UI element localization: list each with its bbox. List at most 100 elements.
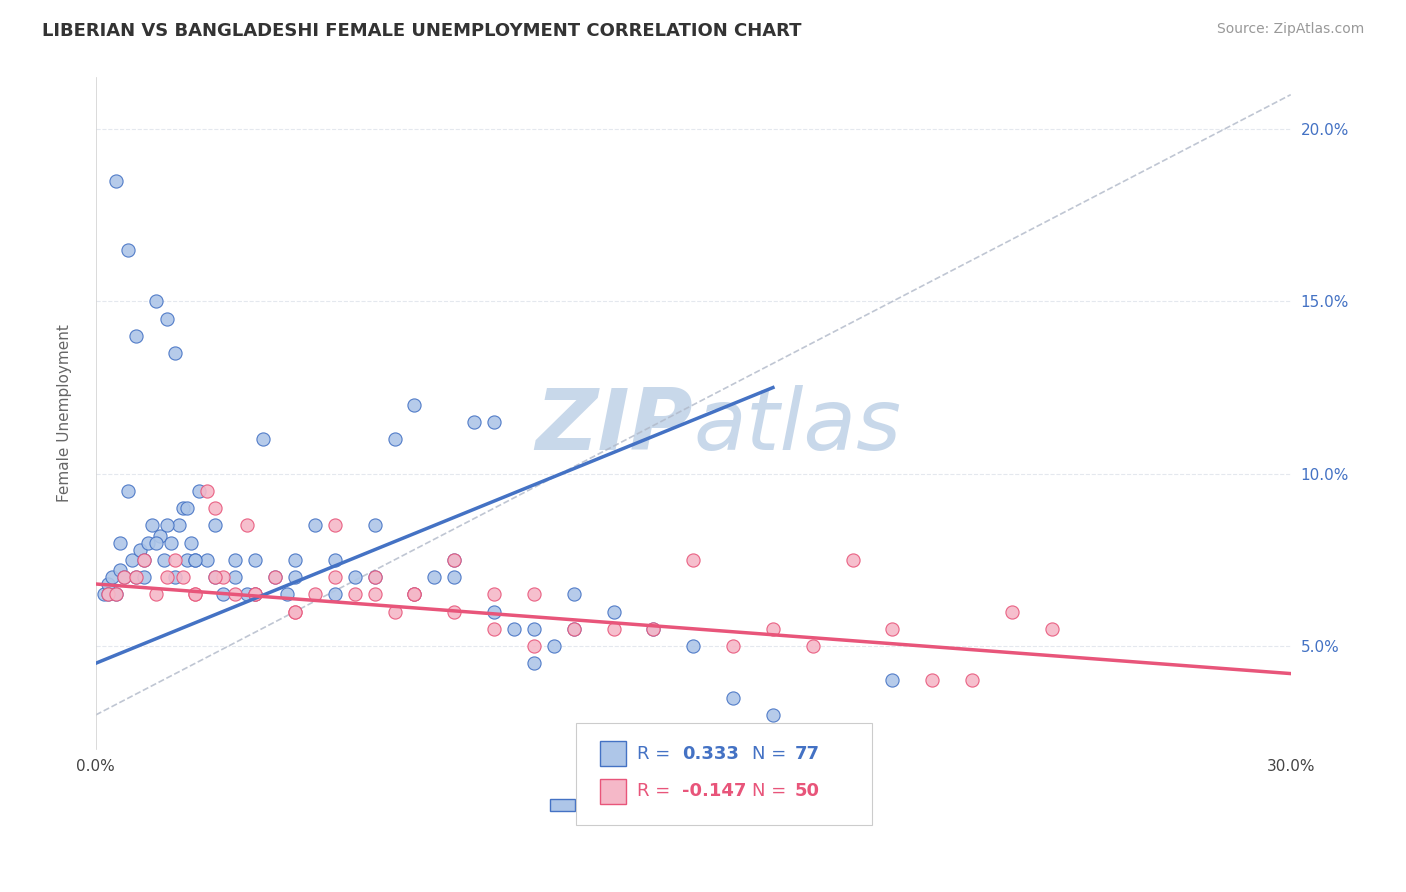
Point bbox=[482, 587, 505, 601]
Point bbox=[104, 587, 127, 601]
Point bbox=[224, 553, 246, 567]
Point bbox=[93, 587, 115, 601]
Point bbox=[224, 570, 246, 584]
Point bbox=[165, 553, 187, 567]
Point bbox=[363, 570, 385, 584]
Point bbox=[156, 518, 179, 533]
Text: ZIP: ZIP bbox=[536, 385, 693, 468]
Point bbox=[212, 570, 235, 584]
Point bbox=[236, 518, 259, 533]
Point bbox=[841, 553, 863, 567]
Point bbox=[384, 432, 406, 446]
Point bbox=[243, 553, 266, 567]
Text: LIBERIAN VS BANGLADESHI FEMALE UNEMPLOYMENT CORRELATION CHART: LIBERIAN VS BANGLADESHI FEMALE UNEMPLOYM… bbox=[42, 22, 801, 40]
Point bbox=[152, 553, 174, 567]
Text: R =: R = bbox=[637, 745, 676, 763]
Point bbox=[124, 329, 146, 343]
Legend: Liberians, Bangladeshis: Liberians, Bangladeshis bbox=[544, 790, 844, 822]
Text: 50: 50 bbox=[794, 782, 820, 800]
Text: R =: R = bbox=[637, 782, 676, 800]
Point bbox=[543, 639, 565, 653]
Point bbox=[960, 673, 983, 688]
Point bbox=[112, 570, 135, 584]
Point bbox=[323, 553, 346, 567]
Point bbox=[132, 570, 155, 584]
Point bbox=[195, 483, 218, 498]
Point bbox=[643, 622, 665, 636]
Point bbox=[921, 673, 943, 688]
Point bbox=[443, 553, 465, 567]
Point bbox=[443, 570, 465, 584]
Point bbox=[243, 587, 266, 601]
Point bbox=[404, 587, 426, 601]
Point bbox=[172, 570, 194, 584]
Point bbox=[682, 553, 704, 567]
Point bbox=[117, 483, 139, 498]
Point bbox=[184, 553, 207, 567]
Point bbox=[523, 657, 546, 671]
Y-axis label: Female Unemployment: Female Unemployment bbox=[58, 325, 72, 502]
Point bbox=[252, 432, 274, 446]
Point bbox=[184, 553, 207, 567]
Point bbox=[195, 553, 218, 567]
Point bbox=[801, 639, 824, 653]
Point bbox=[176, 553, 198, 567]
Point bbox=[136, 535, 159, 549]
Point bbox=[180, 535, 202, 549]
Text: Source: ZipAtlas.com: Source: ZipAtlas.com bbox=[1216, 22, 1364, 37]
Point bbox=[343, 570, 366, 584]
Point bbox=[423, 570, 446, 584]
Point bbox=[343, 587, 366, 601]
Point bbox=[97, 577, 120, 591]
Point bbox=[404, 587, 426, 601]
Point bbox=[762, 622, 785, 636]
Point bbox=[284, 570, 307, 584]
Point bbox=[482, 415, 505, 429]
Point bbox=[276, 587, 298, 601]
Point bbox=[404, 587, 426, 601]
Point bbox=[523, 639, 546, 653]
Point bbox=[188, 483, 211, 498]
Point bbox=[145, 535, 167, 549]
Point bbox=[169, 518, 191, 533]
Point bbox=[100, 570, 122, 584]
Point bbox=[384, 605, 406, 619]
Point bbox=[145, 587, 167, 601]
Point bbox=[363, 518, 385, 533]
Point bbox=[463, 415, 485, 429]
Point bbox=[882, 673, 904, 688]
Point bbox=[165, 346, 187, 360]
Point bbox=[172, 501, 194, 516]
Point bbox=[482, 622, 505, 636]
Point bbox=[721, 639, 744, 653]
Point bbox=[1001, 605, 1024, 619]
Point bbox=[304, 587, 326, 601]
Point bbox=[108, 535, 131, 549]
Point bbox=[104, 587, 127, 601]
Point bbox=[363, 587, 385, 601]
Point bbox=[682, 639, 704, 653]
Point bbox=[523, 622, 546, 636]
Point bbox=[482, 605, 505, 619]
Point bbox=[284, 553, 307, 567]
Point bbox=[124, 570, 146, 584]
Point bbox=[145, 294, 167, 309]
Point bbox=[562, 622, 585, 636]
Point bbox=[602, 622, 624, 636]
Point bbox=[323, 587, 346, 601]
Point bbox=[184, 587, 207, 601]
Point bbox=[264, 570, 287, 584]
Point bbox=[97, 587, 120, 601]
Point bbox=[212, 587, 235, 601]
Text: N =: N = bbox=[752, 782, 792, 800]
Point bbox=[184, 587, 207, 601]
Point bbox=[204, 570, 226, 584]
Text: N =: N = bbox=[752, 745, 792, 763]
Point bbox=[323, 570, 346, 584]
Point bbox=[503, 622, 526, 636]
Point bbox=[204, 518, 226, 533]
Point bbox=[643, 622, 665, 636]
Point bbox=[443, 553, 465, 567]
Text: 77: 77 bbox=[794, 745, 820, 763]
Point bbox=[132, 553, 155, 567]
